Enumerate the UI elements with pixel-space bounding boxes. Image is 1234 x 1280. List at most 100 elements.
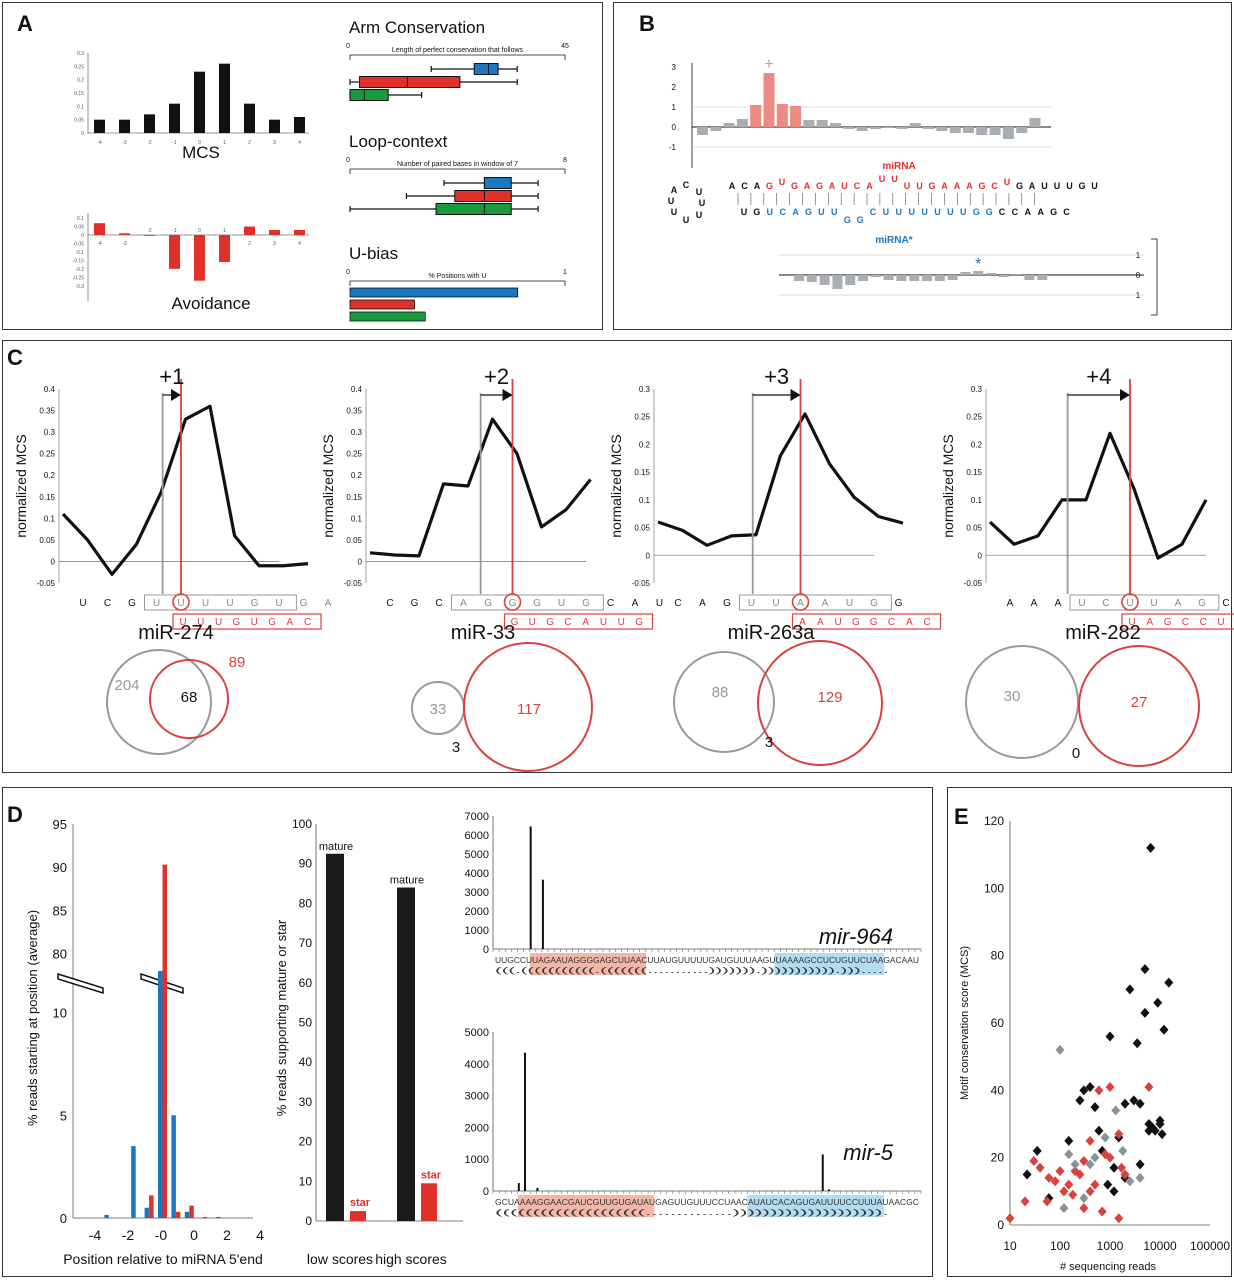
- b-bottom-base: C: [999, 207, 1006, 217]
- e-point-gray: [1090, 1152, 1100, 1163]
- c-mature-letter: U: [1217, 617, 1224, 628]
- box-body: [483, 177, 512, 189]
- mir964-structure: (((.(((((((((((.(((((((...........))))))…: [495, 966, 889, 975]
- c-y-tick: -0.05: [37, 579, 56, 588]
- b-top-base: A: [754, 181, 761, 191]
- c-red-circle: [172, 593, 190, 611]
- e-point-gray: [1055, 1044, 1065, 1055]
- c-mature-letter: G: [268, 617, 276, 628]
- panel-c-label: C: [7, 345, 23, 370]
- venn-left-circle: [673, 651, 775, 753]
- c-seq-letter: G: [895, 598, 903, 609]
- c-mirna-name: miR-282: [1065, 622, 1141, 644]
- b-top-base: G: [978, 181, 985, 191]
- c-seq-letter: U: [846, 598, 853, 609]
- c-mcs-line: [657, 412, 904, 547]
- c-seq-letter: G: [300, 598, 308, 609]
- mir5-y-tick: 0: [483, 1186, 489, 1198]
- e-point-black: [1135, 1159, 1145, 1170]
- e-x-tick: 100000: [1190, 1239, 1230, 1253]
- avoid-x-tick: -1: [172, 228, 177, 234]
- d-pos-blue-bar: [158, 971, 163, 1218]
- venn-right-count: 129: [817, 689, 842, 706]
- mir964-y-tick: 1000: [465, 925, 489, 937]
- avoid-bar: [119, 233, 130, 235]
- mcs-bar: [294, 117, 305, 133]
- b-top-y-tick: 2: [672, 83, 677, 92]
- b-bottom-bar: [896, 275, 907, 281]
- d-pos-x-tick: 4: [256, 1227, 264, 1243]
- avoid-y-tick: -0.05: [73, 241, 85, 247]
- mcs-x-tick: 2: [248, 140, 251, 146]
- e-point-black: [1157, 1129, 1167, 1140]
- b-top-bar: [936, 127, 948, 131]
- venn-left-count: 88: [712, 684, 729, 701]
- c-mature-letter: U: [251, 617, 258, 628]
- c-y-tick: 0.3: [44, 428, 56, 437]
- b-top-y-tick: 3: [672, 63, 677, 72]
- c-mirna-name: miR-274: [138, 622, 214, 644]
- d-pos-x-tick: -0: [155, 1227, 168, 1243]
- d-sup-group-label: high scores: [375, 1251, 447, 1267]
- c-seq-letter: U: [656, 598, 663, 609]
- b-bottom-bar: [883, 275, 894, 280]
- b-bottom-base: U: [741, 207, 748, 217]
- b-loop-base: U: [683, 215, 690, 225]
- c-mature-letter: C: [304, 617, 311, 628]
- e-point-black: [1140, 964, 1150, 975]
- b-bottom-base: U: [908, 207, 915, 217]
- box-range-max: 1: [563, 269, 567, 276]
- venn-overlap-count: 3: [452, 739, 460, 756]
- d-sup-y-tick: 30: [299, 1095, 313, 1109]
- venn-left-count: 204: [114, 677, 139, 694]
- b-bottom-base: U: [947, 207, 954, 217]
- e-point-red: [1105, 1081, 1115, 1092]
- b-top-bar: [803, 120, 815, 127]
- venn-right-count: 27: [1131, 694, 1148, 711]
- mir964-peak: [529, 826, 532, 949]
- b-top-base: C: [741, 181, 748, 191]
- c-seq-letter: G: [582, 598, 590, 609]
- c-mature-letter: A: [582, 617, 589, 628]
- c-seq-letter: C: [674, 598, 681, 609]
- ubias-bar: [349, 287, 519, 298]
- b-top-bar: [750, 105, 762, 127]
- box-axis-label: Number of paired bases in window of 7: [397, 161, 518, 168]
- box-body: [473, 63, 499, 75]
- venn-right-count: 89: [229, 654, 246, 671]
- b-top-bar: [1029, 118, 1041, 127]
- d-star-label: star: [421, 1169, 442, 1181]
- c-y-tick: 0.05: [346, 536, 362, 545]
- ubias-bar: [349, 299, 415, 310]
- mir5-y-tick: 2000: [465, 1122, 489, 1134]
- e-point-black: [1132, 1038, 1142, 1049]
- e-point-black: [1153, 997, 1163, 1008]
- c-mature-letter: U: [618, 617, 625, 628]
- mir964-y-tick: 2000: [465, 906, 489, 918]
- mir964-title: mir-964: [819, 924, 893, 949]
- mir964-y-tick: 3000: [465, 887, 489, 899]
- box-body: [349, 89, 389, 101]
- e-y-label: Motif conservation score (MCS): [959, 946, 971, 1100]
- mcs-x-tick: -1: [172, 140, 177, 146]
- c-seq-letter: G: [411, 598, 419, 609]
- c-seq-letter: C: [1222, 598, 1229, 609]
- d-pos-x-tick: -2: [122, 1227, 135, 1243]
- d-sup-y-tick: 50: [299, 1016, 313, 1030]
- e-y-tick: 20: [991, 1151, 1005, 1165]
- b-top-y-tick: 1: [672, 103, 677, 112]
- avoid-y-tick: 0.05: [74, 225, 84, 231]
- c-mature-letter: G: [511, 617, 519, 628]
- c-y-label: normalized MCS: [320, 434, 336, 537]
- mir5-peak: [821, 1154, 824, 1191]
- d-break-mark: [57, 972, 104, 995]
- d-pos-y-tick: 10: [53, 1006, 67, 1021]
- avoid-y-tick: -0.1: [75, 250, 84, 256]
- mcs-bar: [194, 71, 205, 133]
- d-pos-y-tick: 0: [60, 1211, 67, 1226]
- b-bottom-bar: [947, 275, 958, 280]
- mir964-y-tick: 4000: [465, 868, 489, 880]
- c-y-tick: 0.15: [634, 468, 650, 477]
- c-seq-letter: A: [460, 598, 467, 609]
- b-top-base: A: [729, 181, 736, 191]
